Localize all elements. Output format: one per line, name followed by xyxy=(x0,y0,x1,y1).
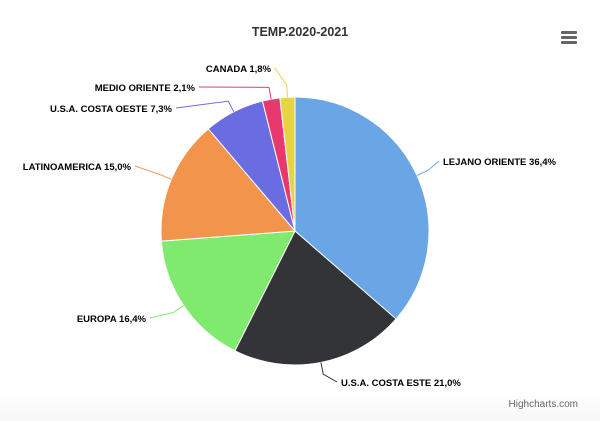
credits-link[interactable]: Highcharts.com xyxy=(509,399,578,410)
menu-bar-middle xyxy=(561,36,577,39)
menu-bar-bottom xyxy=(561,41,577,44)
pie-slice-latinoamerica[interactable] xyxy=(160,128,296,242)
chart-title: TEMP.2020-2021 xyxy=(252,25,348,39)
connector-u-s-a-costa-este xyxy=(320,362,338,383)
connector-latinoamerica xyxy=(134,165,172,180)
data-label-latinoamerica: LATINOAMERICA 15,0% xyxy=(23,162,132,173)
connector-canada xyxy=(274,67,288,98)
pie-slice-europa[interactable] xyxy=(160,230,296,352)
connector-europa xyxy=(149,305,184,319)
data-label-europa: EUROPA 16,4% xyxy=(77,314,147,325)
pie-slice-u-s-a-costa-este[interactable] xyxy=(234,230,397,366)
pie-slice-lejano-oriente[interactable] xyxy=(294,96,430,320)
connector-u-s-a-costa-oeste xyxy=(175,100,235,113)
chart-footer-shade xyxy=(0,391,600,421)
data-label-canada: CANADA 1,8% xyxy=(206,64,272,75)
data-labels: LEJANO ORIENTE 36,4% U.S.A. COSTA ESTE 21… xyxy=(23,64,557,389)
data-label-u-s-a-costa-oeste: U.S.A. COSTA OESTE 7,3% xyxy=(50,104,172,115)
hamburger-menu-icon[interactable] xyxy=(556,26,582,50)
data-label-medio-oriente: MEDIO ORIENTE 2,1% xyxy=(95,83,196,94)
data-label-u-s-a-costa-este: U.S.A. COSTA ESTE 21,0% xyxy=(341,378,461,389)
connector-medio-oriente xyxy=(198,86,272,100)
data-label-lejano-oriente: LEJANO ORIENTE 36,4% xyxy=(443,157,557,168)
data-label-connectors xyxy=(134,67,440,383)
menu-bar-top xyxy=(561,31,577,34)
pie-slices xyxy=(160,96,430,366)
connector-lejano-oriente xyxy=(416,160,440,176)
